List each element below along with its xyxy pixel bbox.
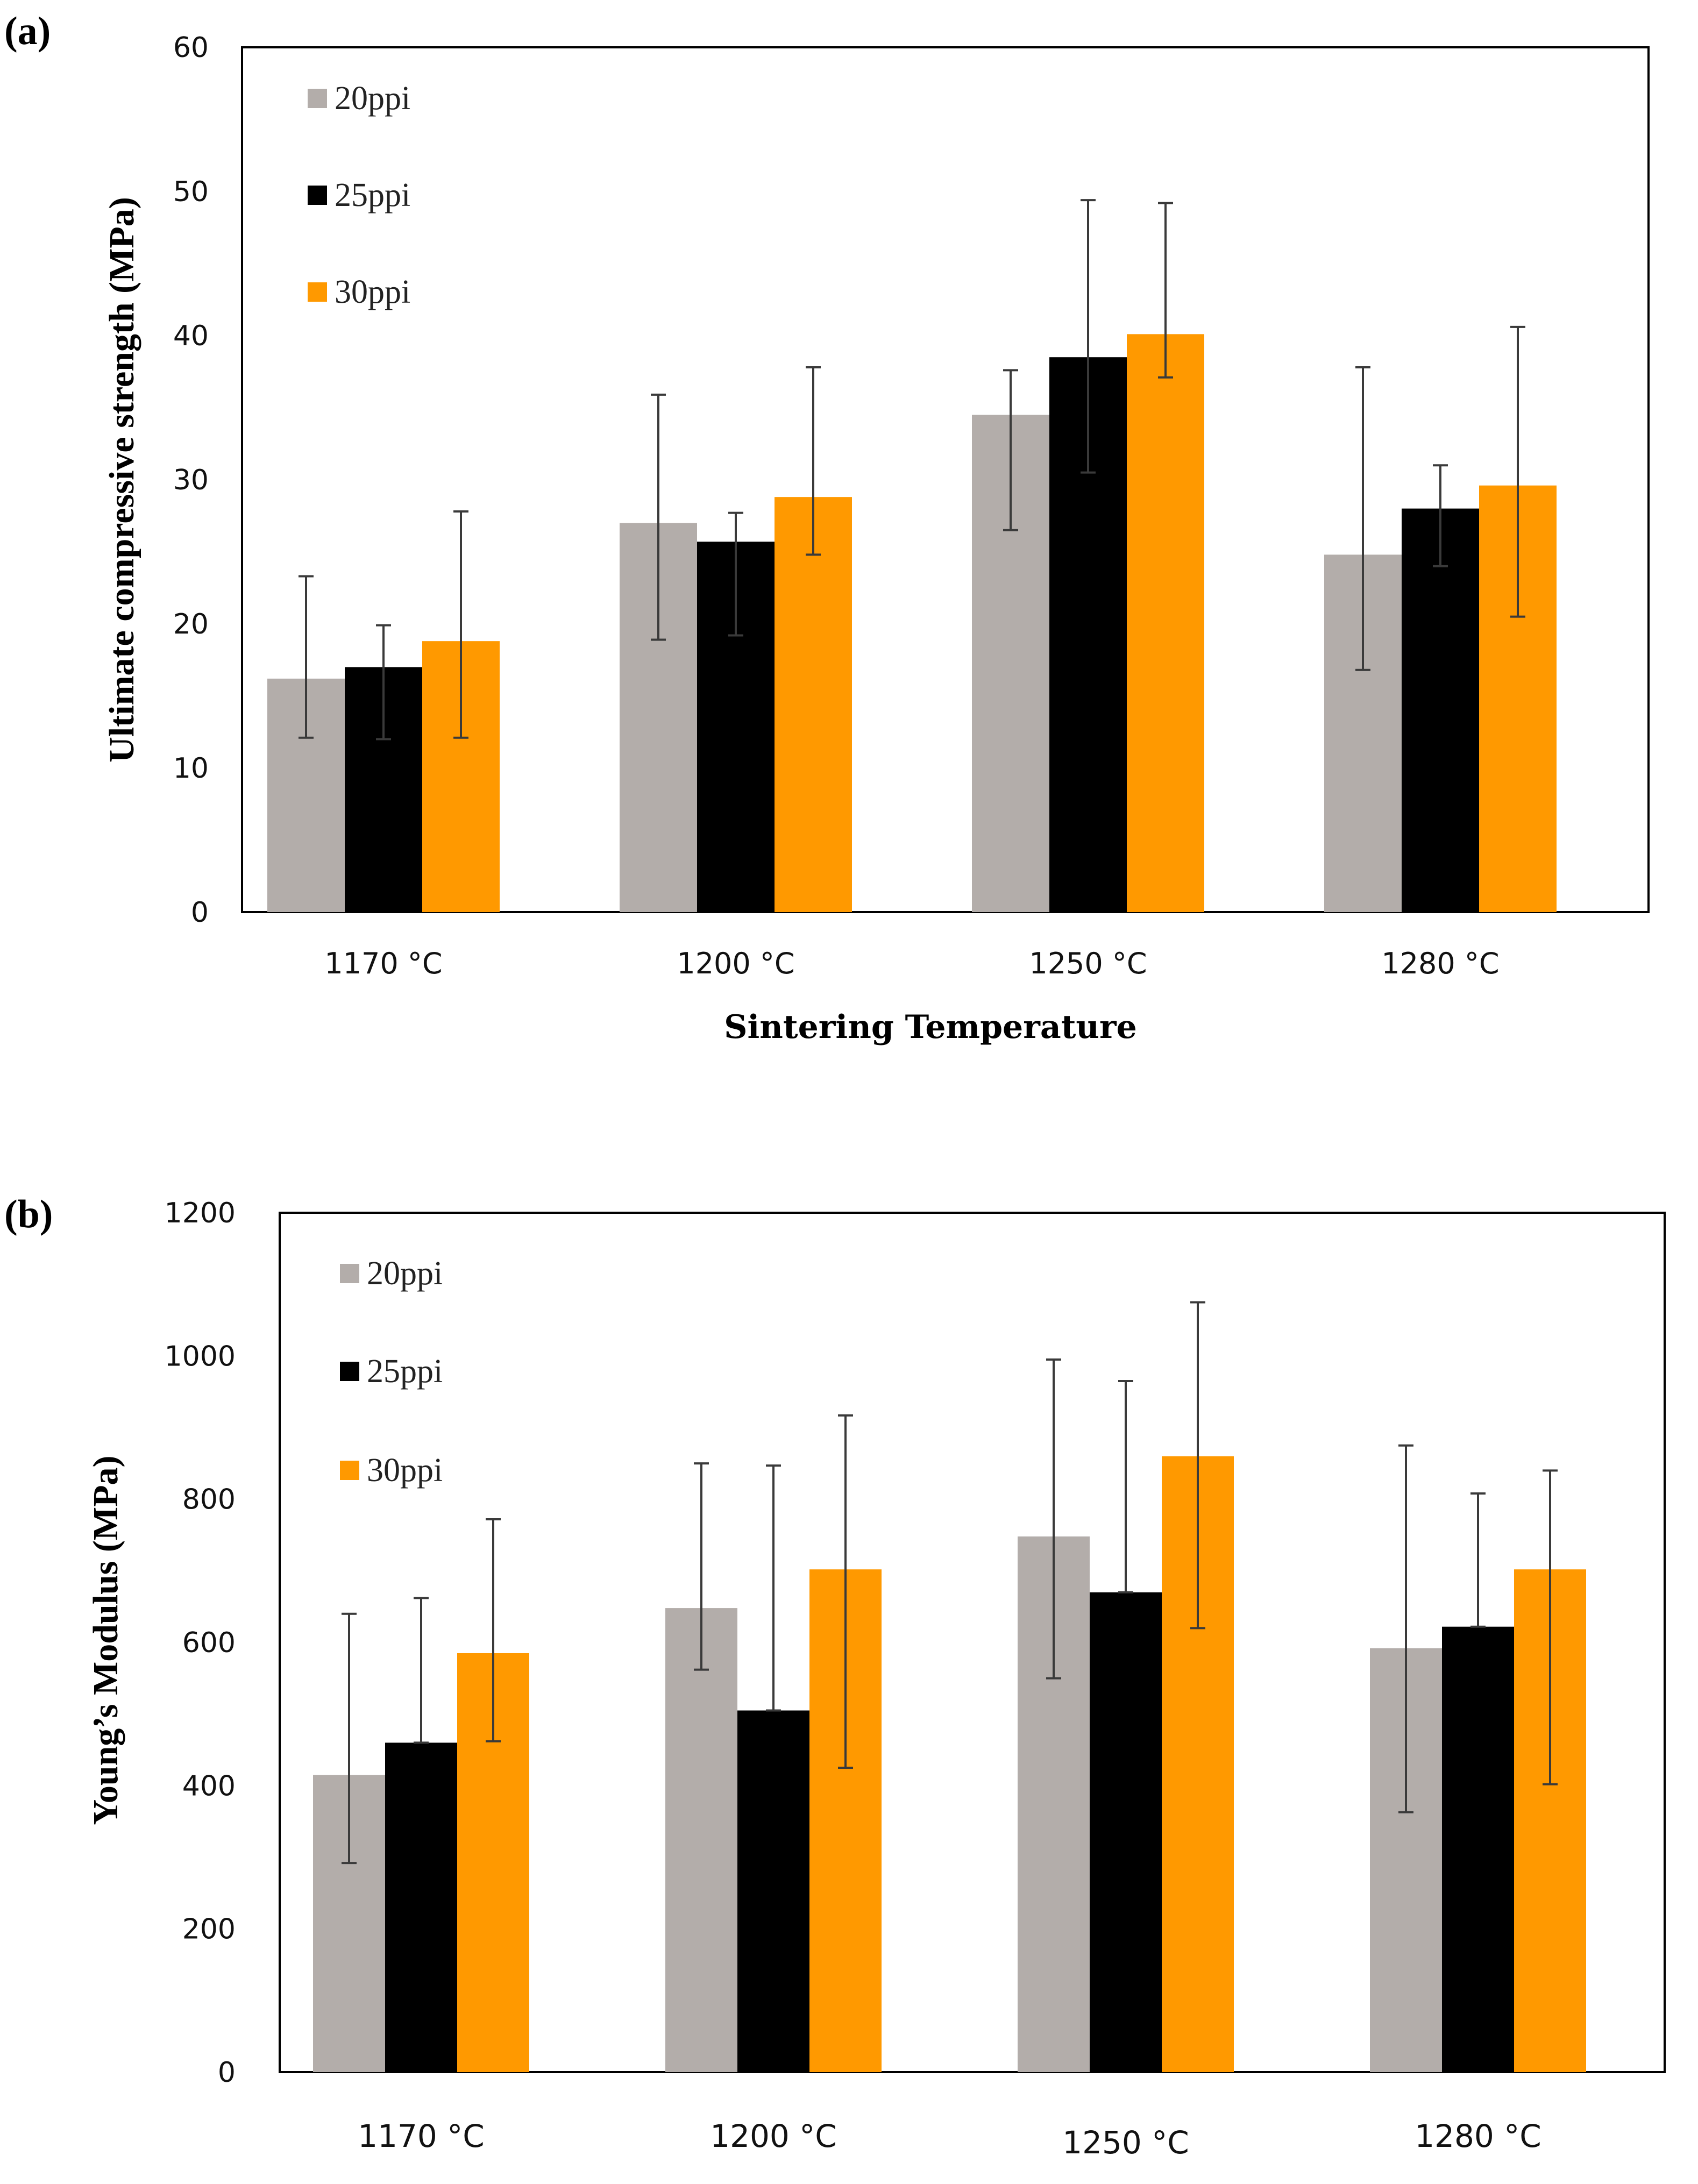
x-tick-label-0: 1170 °C: [324, 947, 442, 980]
bar-25ppi-1: [737, 1710, 809, 2072]
legend-label-25ppi: 25ppi: [367, 1353, 443, 1390]
legend-swatch-30ppi: [340, 1461, 359, 1480]
error-bar-25ppi-0: [414, 1597, 429, 1744]
y-axis-label-a: Ultimate compressive strength (MPa): [102, 197, 141, 762]
legend-a: 20ppi 25ppi 30ppi: [308, 80, 410, 310]
error-bar-25ppi-2: [1118, 1379, 1133, 1593]
legend-label-30ppi: 30ppi: [335, 274, 410, 310]
x-tick-label-2: 1250 °C: [1029, 947, 1147, 980]
x-tick-label-1: 1200 °C: [710, 2118, 837, 2154]
error-bar-20ppi-3: [1398, 1444, 1413, 1813]
bar-25ppi-3: [1402, 508, 1479, 912]
x-axis-label-a: Sintering Temperature: [724, 1008, 1137, 1046]
legend-swatch-20ppi: [340, 1264, 359, 1283]
x-tick-label-2: 1250 °C: [1062, 2124, 1189, 2161]
panel-label-b: (b): [4, 1192, 53, 1236]
error-bar-30ppi-3: [1510, 325, 1525, 618]
y-axis-ticks-b: 0 200 400 600 800 1000 1200: [165, 1197, 236, 2089]
legend-swatch-30ppi: [308, 282, 327, 302]
error-bar-25ppi-3: [1433, 464, 1448, 567]
y-tick-label-0: 0: [218, 2057, 236, 2089]
error-bar-20ppi-3: [1355, 366, 1370, 671]
error-bar-30ppi-2: [1190, 1301, 1205, 1630]
x-axis-categories-a: 1170 °C 1200 °C 1250 °C 1280 °C: [324, 947, 1499, 980]
x-tick-label-0: 1170 °C: [358, 2118, 485, 2154]
y-tick-label-1200: 1200: [165, 1197, 236, 1229]
error-bar-30ppi-1: [806, 366, 821, 556]
bar-25ppi-2: [1090, 1592, 1162, 2072]
y-tick-label-20: 20: [173, 608, 209, 641]
y-tick-label-600: 600: [182, 1627, 236, 1659]
y-tick-label-1000: 1000: [165, 1340, 236, 1372]
legend-label-20ppi: 20ppi: [335, 80, 410, 117]
legend-swatch-25ppi: [340, 1362, 359, 1381]
error-bars-a: [299, 199, 1525, 741]
panel-label-a: (a): [4, 9, 51, 53]
error-bars-b: [342, 1301, 1558, 1865]
error-bar-25ppi-0: [376, 624, 391, 741]
error-bar-25ppi-1: [766, 1464, 781, 1712]
error-bar-25ppi-1: [728, 511, 743, 637]
bar-25ppi-3: [1442, 1626, 1514, 2072]
legend-swatch-20ppi: [308, 89, 327, 108]
plot-frame-a: [241, 46, 1650, 913]
error-bar-30ppi-0: [453, 510, 468, 739]
y-tick-label-10: 10: [173, 752, 209, 785]
bar-30ppi-1: [775, 497, 852, 912]
x-axis-categories-b: 1170 °C 1200 °C 1250 °C 1280 °C: [358, 2118, 1541, 2161]
legend-label-25ppi: 25ppi: [335, 177, 410, 214]
y-tick-label-200: 200: [182, 1913, 236, 1946]
error-bar-30ppi-0: [486, 1518, 501, 1742]
panel-b-youngs-modulus: (b) 0 200 400 600 800 1000 1200 1170 °C 1200 °C…: [4, 1192, 1666, 2161]
bar-30ppi-2: [1127, 334, 1204, 912]
error-bar-30ppi-1: [838, 1414, 853, 1769]
y-tick-label-30: 30: [173, 464, 209, 496]
bar-20ppi-1: [665, 1608, 737, 2072]
error-bar-20ppi-0: [299, 575, 314, 739]
error-bar-20ppi-1: [694, 1462, 709, 1671]
y-tick-label-0: 0: [191, 897, 209, 929]
x-tick-label-3: 1280 °C: [1415, 2118, 1541, 2154]
y-tick-label-40: 40: [173, 320, 209, 352]
error-bar-20ppi-0: [342, 1612, 357, 1865]
legend-swatch-25ppi: [308, 186, 327, 205]
y-tick-label-60: 60: [173, 32, 209, 64]
y-tick-label-800: 800: [182, 1484, 236, 1516]
error-bar-20ppi-1: [651, 393, 666, 641]
error-bar-25ppi-2: [1081, 199, 1096, 474]
legend-label-20ppi: 20ppi: [367, 1255, 443, 1292]
y-tick-label-400: 400: [182, 1770, 236, 1802]
legend-b: 20ppi 25ppi 30ppi: [340, 1255, 443, 1489]
error-bar-30ppi-3: [1543, 1469, 1558, 1785]
y-tick-label-50: 50: [173, 176, 209, 208]
error-bar-30ppi-2: [1158, 202, 1173, 379]
error-bar-25ppi-3: [1470, 1492, 1486, 1628]
plot-frame-b: [279, 1212, 1666, 2073]
legend-label-30ppi: 30ppi: [367, 1452, 443, 1489]
y-axis-ticks-a: 0 10 20 30 40 50 60: [173, 32, 209, 929]
bar-25ppi-0: [385, 1742, 457, 2072]
y-axis-label-b: Young’s Modulus (MPa): [86, 1456, 125, 1825]
x-tick-label-1: 1200 °C: [677, 947, 794, 980]
error-bar-20ppi-2: [1046, 1358, 1061, 1680]
error-bar-20ppi-2: [1003, 369, 1018, 531]
x-tick-label-3: 1280 °C: [1381, 947, 1499, 980]
